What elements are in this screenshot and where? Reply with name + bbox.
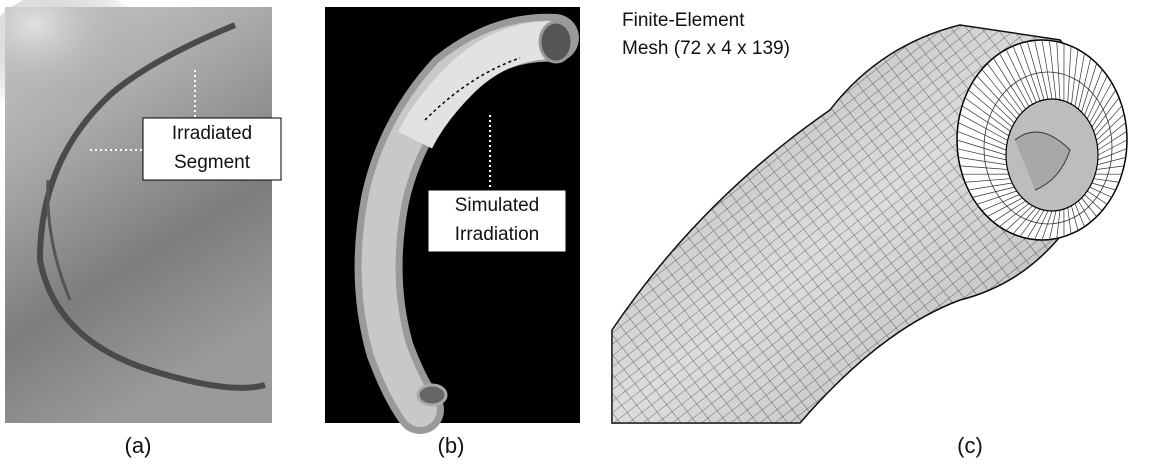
vessel-end: [418, 385, 446, 405]
label-text: Irradiation: [455, 224, 540, 245]
vessel-end: [540, 22, 572, 62]
panel-b: Simulated Irradiation: [325, 7, 580, 423]
panel-a: Irradiated Segment: [0, 0, 281, 423]
label-text: Simulated: [455, 195, 540, 216]
label-text: Irradiated: [172, 123, 252, 144]
caption: (b): [438, 433, 465, 458]
caption: (c): [957, 433, 983, 458]
caption: (a): [125, 433, 152, 458]
figure: Irradiated Segment Simulated Irradiation…: [0, 0, 1154, 469]
mesh-title: Mesh (72 x 4 x 139): [622, 38, 790, 59]
label-text: Segment: [174, 152, 251, 173]
mesh-title: Finite-Element: [622, 10, 745, 31]
panel-c: Finite-Element Mesh (72 x 4 x 139): [612, 10, 1127, 423]
